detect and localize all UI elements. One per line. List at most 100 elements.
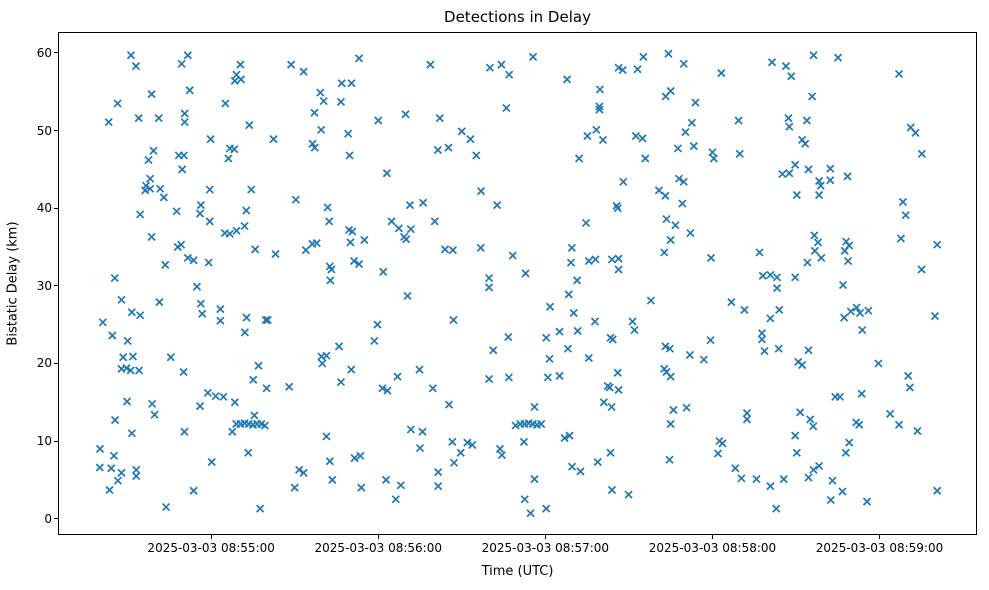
data-point-marker <box>230 76 239 86</box>
data-point-marker <box>737 474 746 483</box>
data-point-marker <box>817 253 826 262</box>
data-point-marker <box>497 450 507 460</box>
data-point-marker <box>211 391 220 401</box>
data-point-marker <box>325 457 334 466</box>
data-point-marker <box>613 204 622 213</box>
data-point-marker <box>472 151 481 160</box>
data-point-marker <box>595 102 604 111</box>
data-point-marker <box>845 438 854 447</box>
x-tick-label: 2025-03-03 08:56:00 <box>314 541 442 555</box>
data-point-marker <box>802 116 811 125</box>
data-point-marker <box>347 79 356 88</box>
data-point-marker <box>838 487 847 496</box>
data-point-marker <box>350 454 359 463</box>
data-point-marker <box>567 243 576 252</box>
data-point-marker <box>489 346 498 355</box>
data-point-marker <box>576 467 585 476</box>
data-point-marker <box>841 448 850 457</box>
data-point-marker <box>874 359 883 368</box>
data-point-marker <box>774 344 783 353</box>
y-tick-mark <box>54 518 58 520</box>
data-point-marker <box>614 265 623 274</box>
data-point-marker <box>113 476 122 485</box>
data-point-marker <box>904 371 913 380</box>
y-tick-mark <box>54 440 58 442</box>
data-point-marker <box>660 248 669 257</box>
x-tick-mark <box>544 535 546 539</box>
data-point-marker <box>382 169 391 178</box>
data-point-marker <box>444 143 453 152</box>
data-point-marker <box>374 116 383 125</box>
data-point-marker <box>403 291 412 301</box>
data-point-marker <box>426 60 435 69</box>
data-point-marker <box>598 135 608 144</box>
data-point-marker <box>457 127 466 136</box>
data-point-marker <box>785 169 794 178</box>
data-point-marker <box>179 367 188 377</box>
data-point-marker <box>308 139 317 148</box>
y-tick-label: 50 <box>36 123 52 138</box>
data-point-marker <box>567 462 577 471</box>
data-point-marker <box>318 359 327 368</box>
data-point-marker <box>262 384 271 393</box>
data-point-marker <box>758 271 767 280</box>
data-point-marker <box>590 317 600 326</box>
data-point-marker <box>117 468 126 478</box>
data-point-marker <box>605 383 614 392</box>
data-point-marker <box>149 146 158 155</box>
data-point-marker <box>396 481 405 490</box>
data-point-marker <box>545 354 554 363</box>
data-point-marker <box>542 504 551 513</box>
data-point-marker <box>357 483 366 492</box>
data-point-marker <box>251 245 260 254</box>
data-point-marker <box>734 116 743 125</box>
data-point-marker <box>614 254 623 263</box>
data-point-marker <box>699 355 708 364</box>
data-point-marker <box>189 486 198 495</box>
data-point-marker <box>109 451 119 460</box>
y-tick-label: 10 <box>36 434 52 449</box>
data-point-marker <box>230 398 239 407</box>
data-point-marker <box>406 225 415 234</box>
data-point-marker <box>639 52 648 61</box>
data-point-marker <box>666 86 675 96</box>
data-point-marker <box>804 473 813 482</box>
data-point-marker <box>666 419 675 429</box>
data-point-marker <box>526 509 535 518</box>
data-point-marker <box>448 437 457 446</box>
data-point-marker <box>180 427 189 436</box>
data-point-marker <box>134 114 143 123</box>
data-point-marker <box>378 384 387 393</box>
data-point-marker <box>173 242 182 252</box>
data-point-marker <box>791 160 800 169</box>
data-point-marker <box>323 203 332 212</box>
data-point-marker <box>809 465 818 474</box>
data-point-marker <box>613 368 622 377</box>
y-tick-mark <box>54 362 58 364</box>
data-point-marker <box>826 176 835 185</box>
data-point-marker <box>132 471 141 481</box>
data-point-marker <box>346 238 355 247</box>
data-point-marker <box>584 353 593 363</box>
data-point-marker <box>555 371 564 380</box>
data-point-marker <box>614 385 623 394</box>
data-point-marker <box>497 60 506 69</box>
data-point-marker <box>440 245 450 254</box>
data-point-marker <box>345 151 354 160</box>
data-point-marker <box>894 420 904 429</box>
data-point-marker <box>537 419 546 429</box>
data-point-marker <box>502 103 511 113</box>
data-point-marker <box>256 504 265 513</box>
data-point-marker <box>766 270 775 280</box>
data-point-marker <box>185 86 194 95</box>
data-point-marker <box>742 415 752 424</box>
x-tick-mark <box>711 535 713 539</box>
data-point-marker <box>178 165 187 174</box>
data-point-marker <box>584 256 593 266</box>
data-point-marker <box>415 365 424 374</box>
data-point-marker <box>134 366 144 375</box>
data-point-marker <box>180 109 189 118</box>
data-point-marker <box>840 313 849 322</box>
data-point-marker <box>299 67 308 76</box>
data-point-marker <box>159 193 168 202</box>
